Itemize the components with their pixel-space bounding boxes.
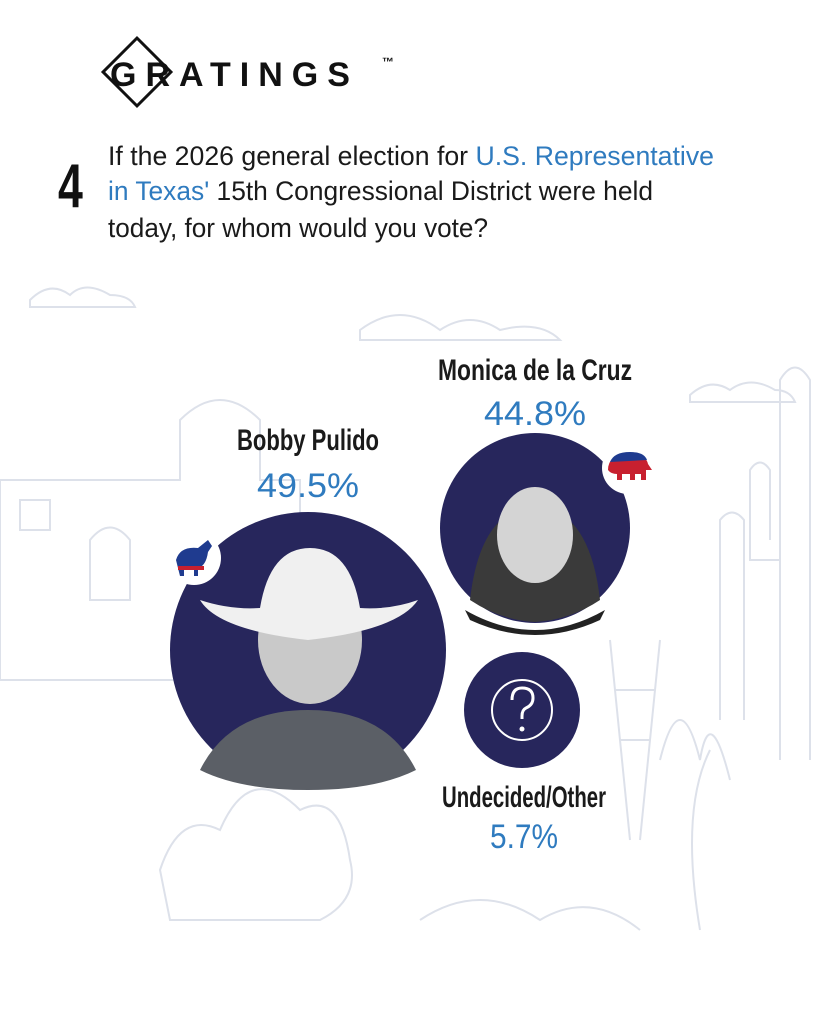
question-line: If the 2026 general election for U.S. Re… xyxy=(108,141,714,171)
candidate-card: Monica de la Cruz 44.8% xyxy=(438,354,654,635)
republican-stripe xyxy=(610,452,647,462)
candidate-name: Bobby Pulido xyxy=(237,424,379,457)
question-text: 15th Congressional District were held xyxy=(209,176,653,206)
candidate-name: Undecided/Other xyxy=(442,781,606,814)
undecided-card: Undecided/Other 5.7% xyxy=(442,652,606,856)
candidate-name: Monica de la Cruz xyxy=(438,354,632,387)
candidate-percent: 49.5% xyxy=(257,467,359,505)
portrait xyxy=(200,548,418,790)
candidate-percent: 44.8% xyxy=(484,395,586,433)
logo-diamond xyxy=(100,35,174,109)
question-highlight: in Texas' xyxy=(108,176,209,206)
question-number: 4 xyxy=(58,152,83,221)
question-icon-ring xyxy=(491,679,553,741)
democrat-stripe xyxy=(178,566,204,570)
logo-text: GRATINGS xyxy=(110,56,359,94)
question-icon-dot xyxy=(519,726,525,732)
question-line: today, for whom would you vote? xyxy=(108,213,488,243)
candidate-card: Bobby Pulido 49.5% xyxy=(167,424,446,790)
question-highlight: U.S. Representative xyxy=(475,141,714,171)
logo: GRATINGS ™ xyxy=(100,35,394,109)
logo-trademark: ™ xyxy=(382,55,394,69)
candidate-percent: 5.7% xyxy=(490,818,558,856)
portrait xyxy=(465,487,605,635)
question-line: in Texas' 15th Congressional District we… xyxy=(108,176,653,206)
question-text: If the 2026 general election for xyxy=(108,141,475,171)
question-icon xyxy=(510,686,535,719)
background-sketch xyxy=(0,286,811,931)
